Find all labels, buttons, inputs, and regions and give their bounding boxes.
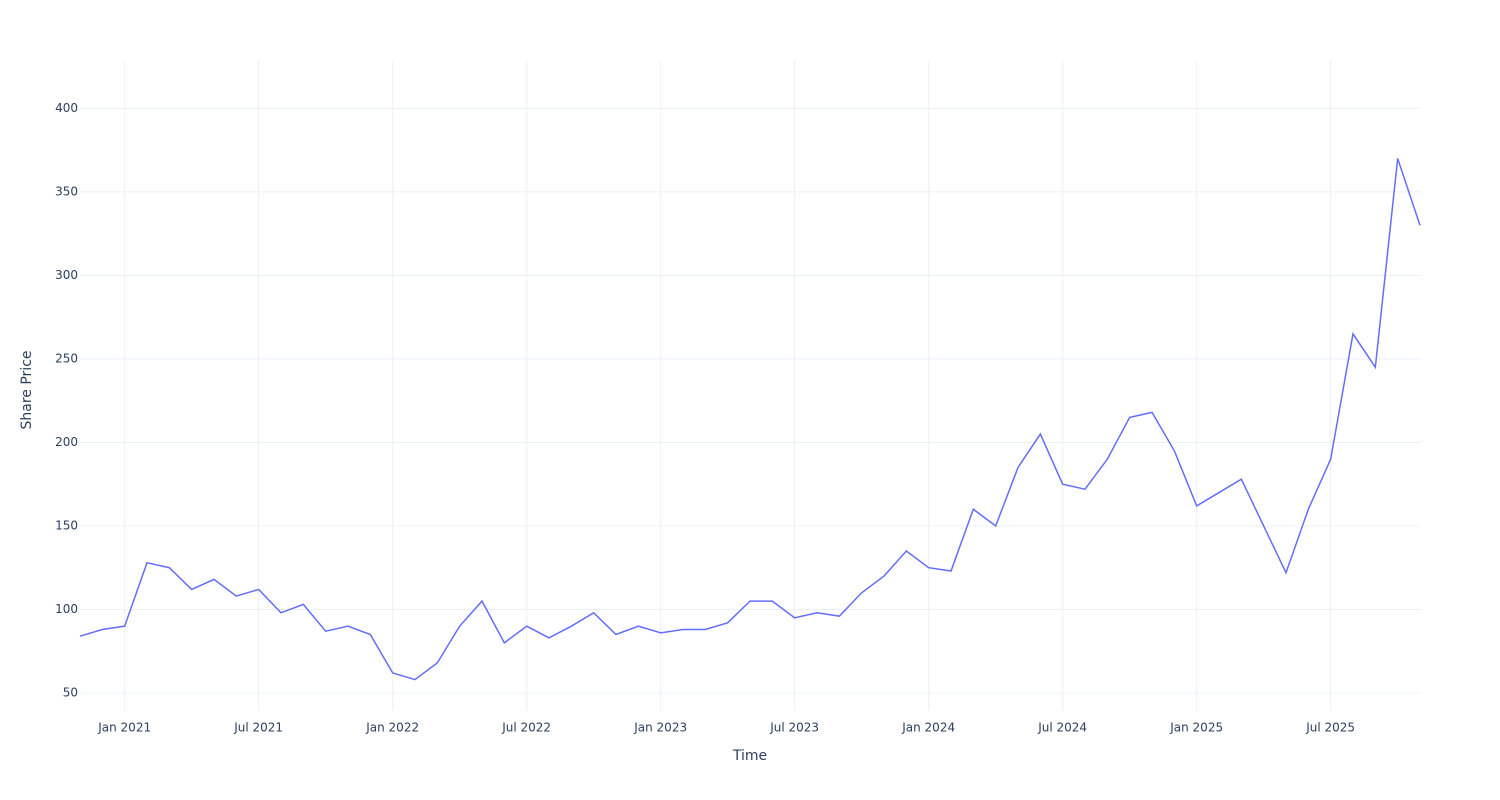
y-tick-label: 100 — [55, 602, 78, 616]
y-tick-label: 200 — [55, 435, 78, 449]
y-axis-title: Share Price — [19, 350, 35, 429]
x-tick-label: Jul 2024 — [1037, 721, 1087, 735]
y-tick-label: 150 — [55, 518, 78, 532]
y-tick-label: 400 — [55, 101, 78, 115]
x-tick-label: Jul 2025 — [1305, 721, 1355, 735]
x-tick-label: Jan 2024 — [901, 721, 955, 735]
x-tick-label: Jan 2021 — [97, 721, 151, 735]
x-tick-label: Jan 2025 — [1169, 721, 1223, 735]
y-tick-label: 350 — [55, 184, 78, 198]
x-axis-title: Time — [732, 748, 767, 764]
x-tick-label: Jul 2021 — [233, 721, 283, 735]
y-tick-label: 250 — [55, 351, 78, 365]
y-tick-label: 300 — [55, 268, 78, 282]
x-tick-label: Jul 2023 — [769, 721, 819, 735]
price-line — [79, 158, 1421, 681]
x-tick-label: Jan 2023 — [633, 721, 687, 735]
y-tick-label: 50 — [63, 685, 78, 699]
x-tick-label: Jul 2022 — [501, 721, 551, 735]
x-tick-label: Jan 2022 — [365, 721, 419, 735]
